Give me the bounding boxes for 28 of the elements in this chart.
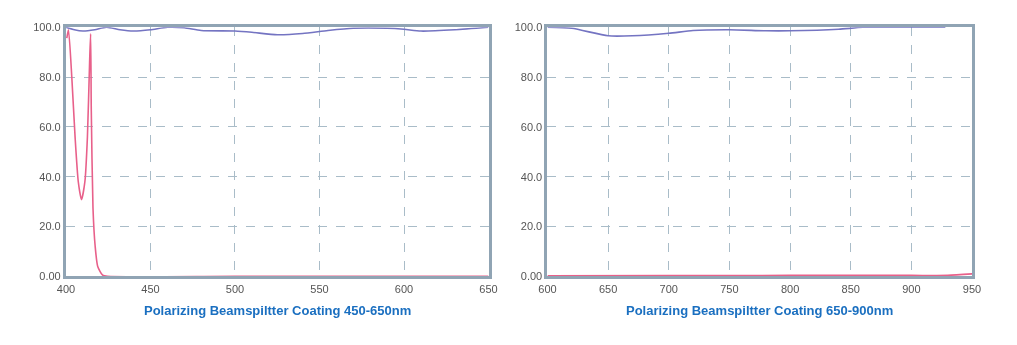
- x-tick-label: 850: [841, 282, 860, 295]
- y-tick-label: 40.0: [520, 170, 543, 183]
- y-tick-label: 80.0: [520, 70, 543, 83]
- x-tick-label: 400: [56, 282, 76, 295]
- x-tick-label: 950: [962, 282, 982, 295]
- x-tick-label: 450: [141, 282, 160, 295]
- x-tick-label: 900: [902, 282, 921, 295]
- y-tick-label: 60.0: [39, 120, 61, 133]
- x-tick-label: 500: [225, 282, 245, 295]
- y-tick-label: 60.0: [520, 120, 543, 133]
- x-tick-label: 750: [720, 282, 739, 295]
- y-tick-label: 80.0: [39, 70, 61, 83]
- x-tick-label: 800: [780, 282, 800, 295]
- x-tick-label: 650: [598, 282, 618, 295]
- x-tick-label: 600: [394, 282, 414, 295]
- y-tick-label: 100.0: [33, 21, 61, 34]
- x-tick-label: 700: [659, 282, 678, 295]
- y-tick-label: 0.00: [520, 270, 543, 283]
- x-tick-label: 650: [479, 282, 498, 295]
- x-tick-label: 550: [310, 282, 329, 295]
- text: Polarizing Beamspiltter Coating 450-650nm: [144, 303, 412, 318]
- y-tick-label: 20.0: [39, 220, 61, 233]
- text: Polarizing Beamspiltter Coating 650-900nm: [626, 303, 894, 318]
- x-tick-label: 600: [538, 282, 557, 295]
- y-tick-label: 40.0: [39, 170, 61, 183]
- y-tick-label: 20.0: [520, 220, 543, 233]
- y-tick-label: 100.0: [514, 21, 543, 34]
- y-tick-label: 0.00: [39, 270, 61, 283]
